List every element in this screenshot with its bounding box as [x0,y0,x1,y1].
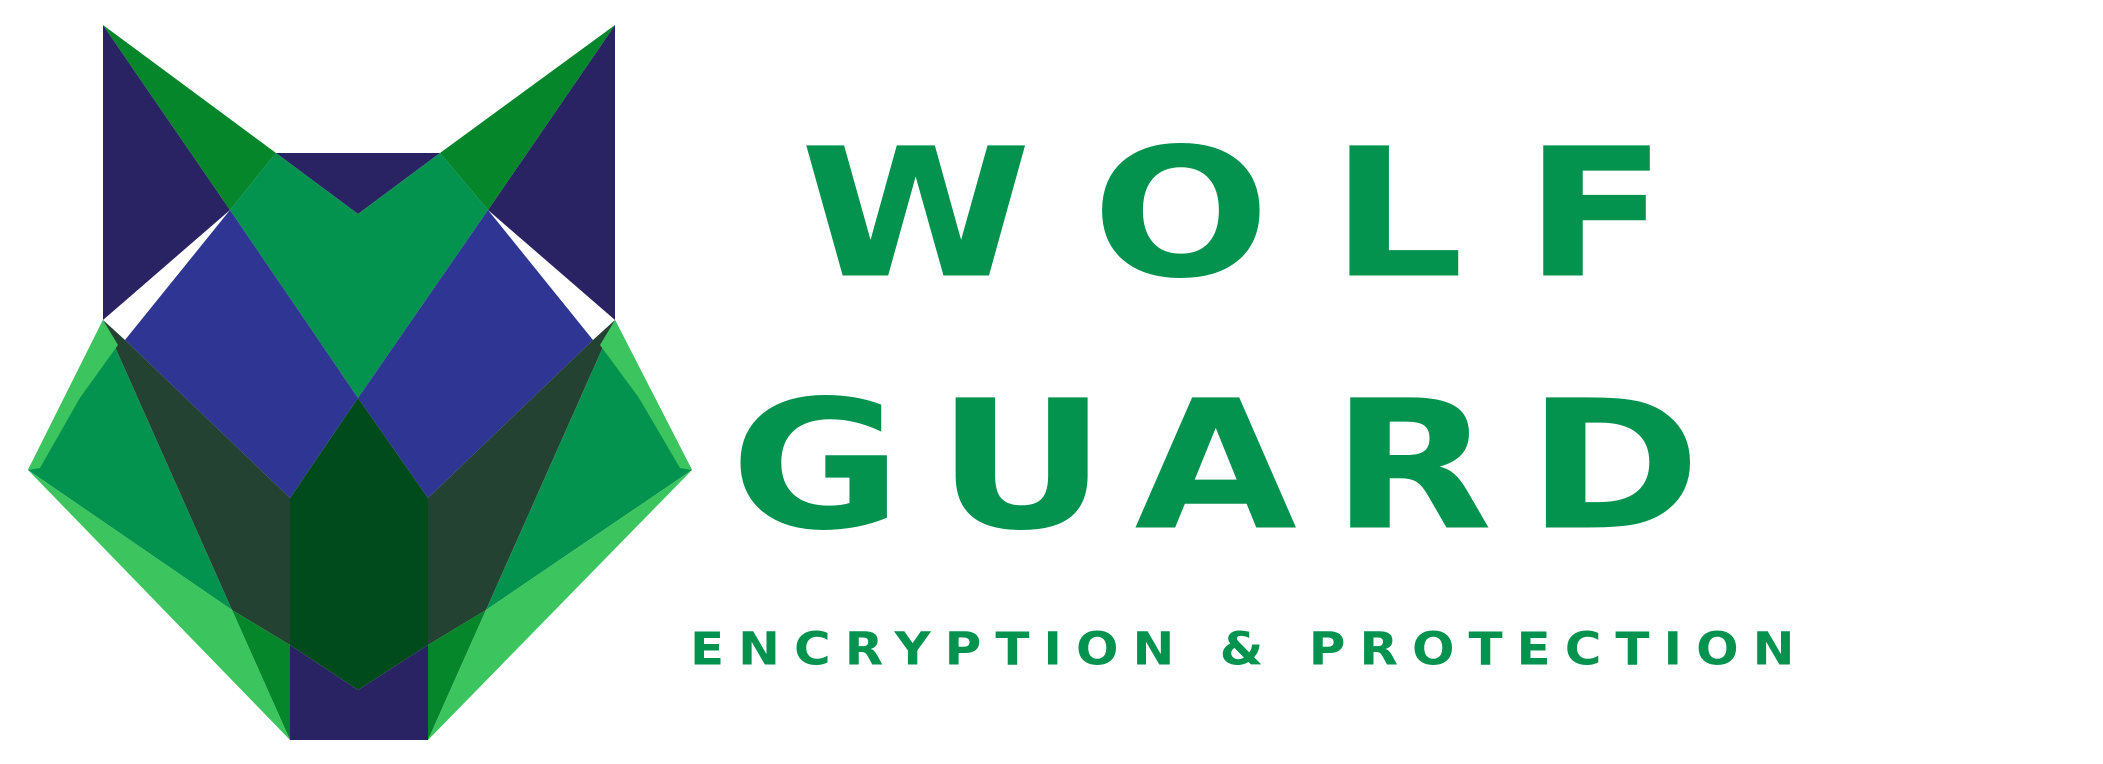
brand-name-line-2: GUARD [730,361,1735,570]
right-lower-edge [428,470,692,740]
chin [290,645,428,740]
left-lower-edge [28,470,290,740]
right-cheek-dark [428,320,615,645]
tagline: ENCRYPTION & PROTECTION [690,623,1809,676]
right-eye [358,210,593,498]
wolf-head-icon [28,25,692,740]
right-upper-edge [600,320,692,470]
forehead [230,153,488,398]
snout [290,398,428,690]
right-ear-outer [488,25,615,320]
left-cheek-dark [103,320,290,645]
left-upper-edge [28,320,118,470]
left-ear-outer [103,25,230,320]
left-ear-inner [103,25,276,210]
wordmark: WOLF GUARD ENCRYPTION & PROTECTION [690,95,2090,715]
brand-name-line-1: WOLF [800,109,1728,318]
left-eye [125,210,358,498]
forehead-notch [276,153,440,214]
right-ear-inner [440,25,615,210]
